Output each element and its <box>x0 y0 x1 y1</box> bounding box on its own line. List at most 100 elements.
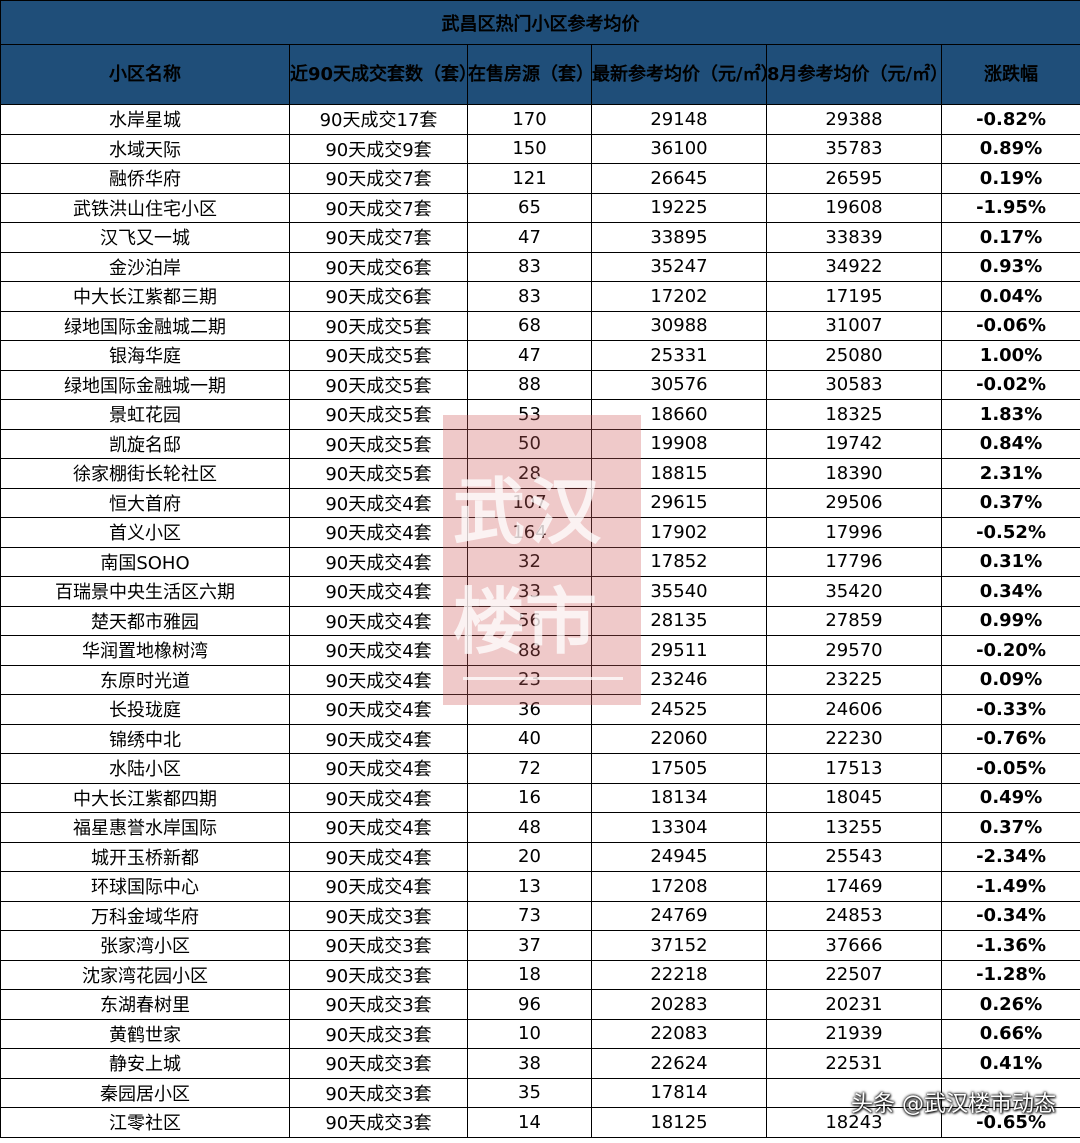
cell-listings: 47 <box>467 222 592 253</box>
cell-latest-price: 29615 <box>591 487 767 518</box>
table-row: 银海华庭 90天成交5套 47 25331 25080 1.00% <box>0 340 1080 371</box>
cell-deals: 90天成交4套 <box>289 576 468 607</box>
cell-change: -1.49% <box>940 871 1080 902</box>
cell-name: 绿地国际金融城一期 <box>0 369 290 400</box>
header-august-price: 8月参考均价（元/㎡） <box>766 44 942 105</box>
cell-deals: 90天成交3套 <box>289 959 468 990</box>
cell-august-price: 22230 <box>766 723 942 754</box>
cell-august-price: 37666 <box>766 930 942 961</box>
cell-latest-price: 19225 <box>591 192 767 223</box>
cell-deals: 90天成交5套 <box>289 458 468 489</box>
cell-deals: 90天成交5套 <box>289 310 468 341</box>
cell-deals: 90天成交4套 <box>289 635 468 666</box>
cell-name: 福星惠誉水岸国际 <box>0 812 290 843</box>
cell-august-price: 18243 <box>766 1107 942 1138</box>
cell-august-price: 29506 <box>766 487 942 518</box>
table-row: 首义小区 90天成交4套 164 17902 17996 -0.52% <box>0 517 1080 548</box>
cell-listings: 121 <box>467 163 592 194</box>
cell-listings: 23 <box>467 664 592 695</box>
cell-august-price: 29570 <box>766 635 942 666</box>
cell-name: 水陆小区 <box>0 753 290 784</box>
table-row: 水陆小区 90天成交4套 72 17505 17513 -0.05% <box>0 753 1080 784</box>
cell-deals: 90天成交4套 <box>289 664 468 695</box>
cell-latest-price: 33895 <box>591 222 767 253</box>
cell-deals: 90天成交5套 <box>289 399 468 430</box>
cell-name: 绿地国际金融城二期 <box>0 310 290 341</box>
cell-name: 秦园居小区 <box>0 1077 290 1108</box>
cell-latest-price: 22060 <box>591 723 767 754</box>
cell-name: 融侨华府 <box>0 163 290 194</box>
cell-name: 张家湾小区 <box>0 930 290 961</box>
cell-deals: 90天成交5套 <box>289 369 468 400</box>
header-listings: 在售房源（套） <box>467 44 592 105</box>
cell-listings: 16 <box>467 782 592 813</box>
header-deals: 近90天成交套数（套） <box>289 44 468 105</box>
cell-deals: 90天成交6套 <box>289 281 468 312</box>
cell-deals: 90天成交3套 <box>289 1018 468 1049</box>
cell-change: 0.19% <box>940 163 1080 194</box>
cell-latest-price: 35540 <box>591 576 767 607</box>
cell-latest-price: 24525 <box>591 694 767 725</box>
cell-change: 0.66% <box>940 1018 1080 1049</box>
cell-deals: 90天成交3套 <box>289 1077 468 1108</box>
cell-latest-price: 29511 <box>591 635 767 666</box>
cell-latest-price: 13304 <box>591 812 767 843</box>
cell-listings: 65 <box>467 192 592 223</box>
table-row: 武铁洪山住宅小区 90天成交7套 65 19225 19608 -1.95% <box>0 192 1080 223</box>
cell-listings: 18 <box>467 959 592 990</box>
cell-deals: 90天成交4套 <box>289 487 468 518</box>
cell-change: 1.83% <box>940 399 1080 430</box>
cell-name: 环球国际中心 <box>0 871 290 902</box>
cell-listings: 164 <box>467 517 592 548</box>
cell-latest-price: 29148 <box>591 104 767 135</box>
cell-august-price: 35783 <box>766 133 942 164</box>
cell-name: 东湖春树里 <box>0 989 290 1020</box>
cell-deals: 90天成交4套 <box>289 871 468 902</box>
cell-change: -1.36% <box>940 930 1080 961</box>
cell-august-price: 34922 <box>766 251 942 282</box>
cell-deals: 90天成交6套 <box>289 251 468 282</box>
cell-latest-price: 28135 <box>591 605 767 636</box>
cell-latest-price: 30576 <box>591 369 767 400</box>
cell-latest-price: 17902 <box>591 517 767 548</box>
cell-latest-price: 26645 <box>591 163 767 194</box>
table-row: 中大长江紫都三期 90天成交6套 83 17202 17195 0.04% <box>0 281 1080 312</box>
cell-name: 沈家湾花园小区 <box>0 959 290 990</box>
cell-listings: 37 <box>467 930 592 961</box>
cell-august-price: 17796 <box>766 546 942 577</box>
table-row: 江零社区 90天成交3套 14 18125 18243 -0.65% <box>0 1107 1080 1138</box>
table-row: 东原时光道 90天成交4套 23 23246 23225 0.09% <box>0 664 1080 695</box>
table-row: 黄鹤世家 90天成交3套 10 22083 21939 0.66% <box>0 1018 1080 1049</box>
cell-change: -0.33% <box>940 694 1080 725</box>
cell-latest-price: 37152 <box>591 930 767 961</box>
table-row: 环球国际中心 90天成交4套 13 17208 17469 -1.49% <box>0 871 1080 902</box>
cell-deals: 90天成交3套 <box>289 900 468 931</box>
cell-listings: 68 <box>467 310 592 341</box>
cell-deals: 90天成交4套 <box>289 605 468 636</box>
cell-change: 0.99% <box>940 605 1080 636</box>
cell-deals: 90天成交5套 <box>289 428 468 459</box>
cell-name: 水岸星城 <box>0 104 290 135</box>
cell-deals: 90天成交3套 <box>289 930 468 961</box>
cell-deals: 90天成交17套 <box>289 104 468 135</box>
cell-change: 0.17% <box>940 222 1080 253</box>
cell-change: 0.84% <box>940 428 1080 459</box>
cell-august-price: 26595 <box>766 163 942 194</box>
cell-latest-price: 23246 <box>591 664 767 695</box>
cell-august-price: 18390 <box>766 458 942 489</box>
cell-name: 东原时光道 <box>0 664 290 695</box>
cell-listings: 20 <box>467 841 592 872</box>
table-row: 福星惠誉水岸国际 90天成交4套 48 13304 13255 0.37% <box>0 812 1080 843</box>
cell-name: 百瑞景中央生活区六期 <box>0 576 290 607</box>
table-row: 恒大首府 90天成交4套 107 29615 29506 0.37% <box>0 487 1080 518</box>
cell-deals: 90天成交4套 <box>289 694 468 725</box>
cell-change: -0.65% <box>940 1107 1080 1138</box>
table-row: 融侨华府 90天成交7套 121 26645 26595 0.19% <box>0 163 1080 194</box>
table-row: 华润置地橡树湾 90天成交4套 88 29511 29570 -0.20% <box>0 635 1080 666</box>
cell-name: 武铁洪山住宅小区 <box>0 192 290 223</box>
source-credit: 头条 @武汉楼市动态 <box>851 1092 1056 1117</box>
cell-name: 江零社区 <box>0 1107 290 1138</box>
cell-name: 锦绣中北 <box>0 723 290 754</box>
cell-name: 南国SOHO <box>0 546 290 577</box>
cell-change: 0.89% <box>940 133 1080 164</box>
